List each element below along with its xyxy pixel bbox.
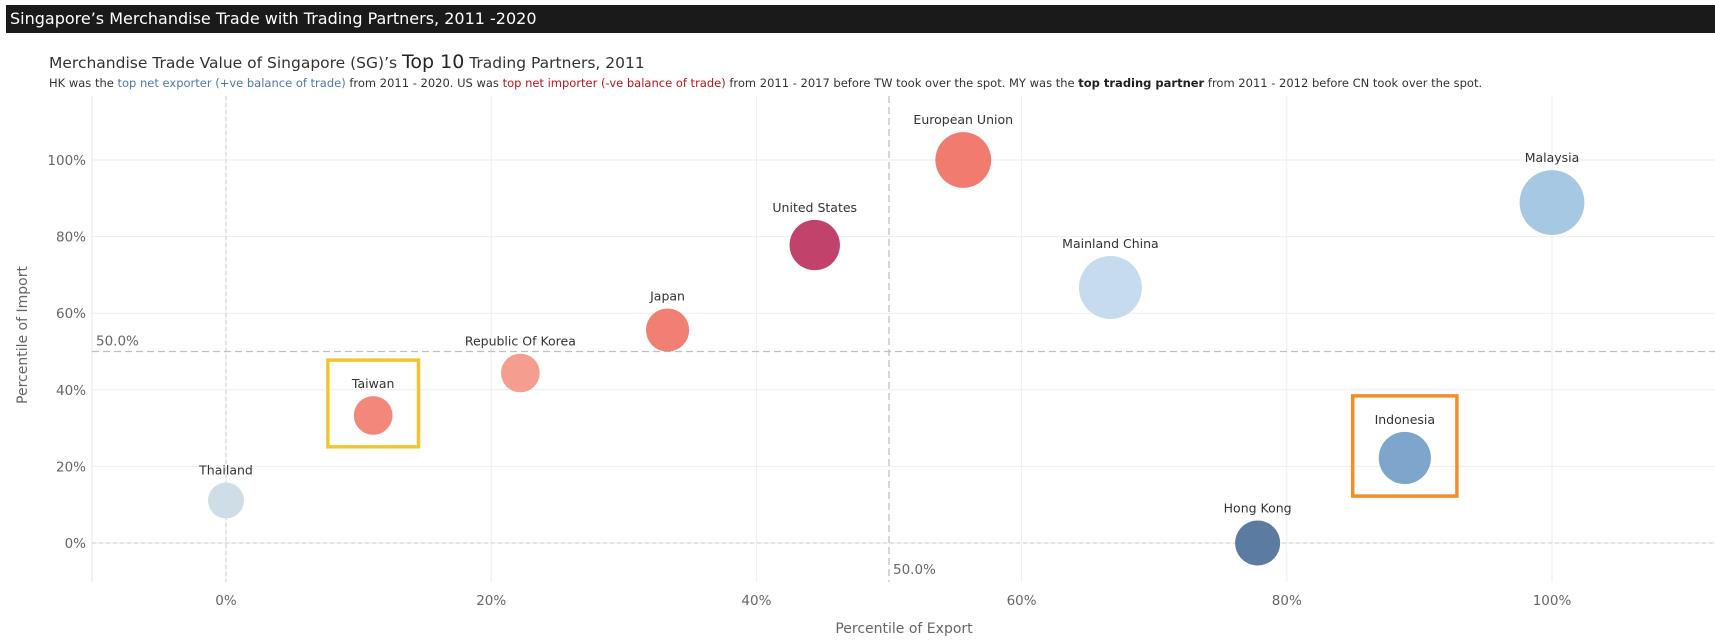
bubble-label: European Union: [913, 112, 1013, 127]
y-tick-label: 60%: [56, 306, 86, 322]
bubble-label: Malaysia: [1525, 150, 1580, 165]
chart-title: Merchandise Trade Value of Singapore (SG…: [49, 51, 645, 73]
subtitle-part: HK was the: [49, 76, 118, 90]
bubble-malaysia: [1519, 170, 1585, 235]
y-tick-label: 80%: [56, 230, 86, 246]
chart-title-suffix: Trading Partners, 2011: [464, 54, 645, 72]
y-tick-label: 0%: [65, 536, 87, 552]
y-tick-label: 100%: [47, 153, 86, 169]
bubble-label: Hong Kong: [1224, 501, 1292, 516]
bubble-label: Taiwan: [351, 376, 395, 391]
bubble-indonesia: [1378, 431, 1431, 485]
chart-subtitle: HK was the top net exporter (+ve balance…: [49, 76, 1482, 90]
highlight-box: [326, 358, 421, 449]
x-tick-label: 40%: [741, 593, 771, 609]
bubble-label: Thailand: [198, 462, 253, 477]
y-axis-title: Percentile of Import: [15, 266, 31, 404]
bubble-taiwan: [353, 396, 393, 435]
bubble-label: Mainland China: [1062, 236, 1159, 251]
bubble-label: Indonesia: [1375, 412, 1435, 427]
reference-label-x: 50.0%: [893, 562, 936, 578]
x-tick-label: 60%: [1007, 593, 1037, 609]
bubble-thailand: [208, 482, 244, 519]
bubble-label: Japan: [649, 288, 685, 303]
chart-title-prefix: Merchandise Trade Value of Singapore (SG…: [49, 54, 403, 72]
subtitle-part: from 2011 - 2020. US was: [345, 76, 503, 90]
subtitle-part: from 2011 - 2017 before TW took over the…: [725, 76, 1079, 90]
bubble-label: Republic Of Korea: [465, 334, 576, 349]
x-tick-label: 100%: [1533, 593, 1572, 609]
x-tick-label: 20%: [476, 593, 506, 609]
bubble-japan: [645, 308, 690, 352]
y-tick-label: 40%: [56, 383, 86, 399]
bubble-hong-kong: [1235, 520, 1281, 566]
dashboard-header: Singapore’s Merchandise Trade with Tradi…: [6, 5, 1715, 33]
bubble-united-states: [789, 219, 840, 271]
bubble-european-union: [935, 132, 992, 188]
highlight-box: [1350, 394, 1459, 498]
x-tick-label: 0%: [215, 593, 237, 609]
reference-label-y: 50.0%: [96, 334, 139, 350]
y-tick-label: 20%: [56, 459, 86, 475]
subtitle-top-partner: top trading partner: [1078, 76, 1205, 90]
dashboard-title: Singapore’s Merchandise Trade with Tradi…: [10, 9, 537, 28]
bubble-label: United States: [772, 200, 857, 215]
bubble-republic-of-korea: [501, 353, 540, 393]
x-tick-label: 80%: [1272, 593, 1302, 609]
bubble-mainland-china: [1078, 256, 1142, 320]
chart-title-emphasis: Top 10: [402, 51, 465, 73]
subtitle-net-exporter: top net exporter (+ve balance of trade): [117, 76, 346, 90]
subtitle-part: from 2011 - 2012 before CN took over the…: [1204, 76, 1483, 90]
x-axis-title: Percentile of Export: [835, 621, 973, 637]
subtitle-net-importer: top net importer (-ve balance of trade): [502, 76, 726, 90]
